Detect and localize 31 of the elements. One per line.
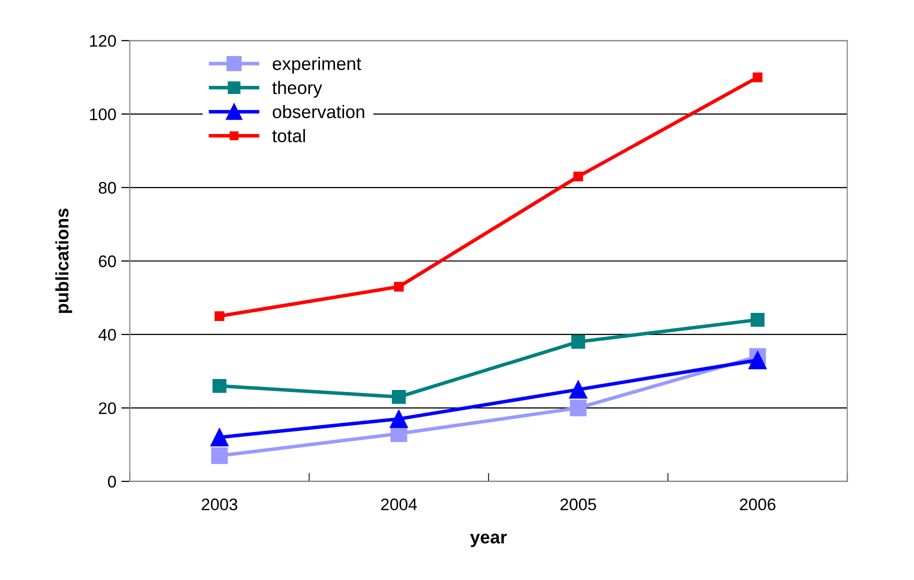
y-tick-label: 100 bbox=[90, 108, 116, 120]
y-axis-title: publications bbox=[55, 208, 72, 313]
point bbox=[392, 390, 406, 404]
point bbox=[573, 172, 584, 182]
y-tick-label: 20 bbox=[98, 402, 116, 414]
point bbox=[748, 351, 767, 370]
y-tick-label: 80 bbox=[98, 182, 116, 194]
legend-label: experiment bbox=[272, 56, 362, 74]
x-axis-title: year bbox=[470, 534, 507, 548]
legend-label: total bbox=[272, 129, 305, 142]
legend-label: theory bbox=[272, 80, 322, 98]
point bbox=[390, 410, 408, 428]
point bbox=[571, 334, 586, 349]
point bbox=[569, 380, 588, 399]
point bbox=[394, 282, 404, 292]
y-tick-label: 0 bbox=[108, 476, 116, 488]
legend-label: observation bbox=[272, 104, 364, 118]
point bbox=[211, 447, 228, 464]
y-tick-label: 60 bbox=[98, 255, 116, 268]
point bbox=[214, 311, 224, 321]
x-tick-label: 2006 bbox=[740, 498, 776, 510]
y-tick-label: 120 bbox=[90, 35, 116, 47]
x-tick-label: 2004 bbox=[381, 498, 417, 510]
point bbox=[570, 400, 587, 416]
x-tick-label: 2003 bbox=[202, 498, 238, 510]
x-tick-label: 2005 bbox=[560, 498, 596, 510]
y-tick-label: 40 bbox=[98, 328, 116, 341]
point bbox=[210, 428, 228, 446]
point bbox=[750, 312, 765, 327]
point bbox=[212, 378, 226, 393]
point bbox=[752, 72, 762, 82]
